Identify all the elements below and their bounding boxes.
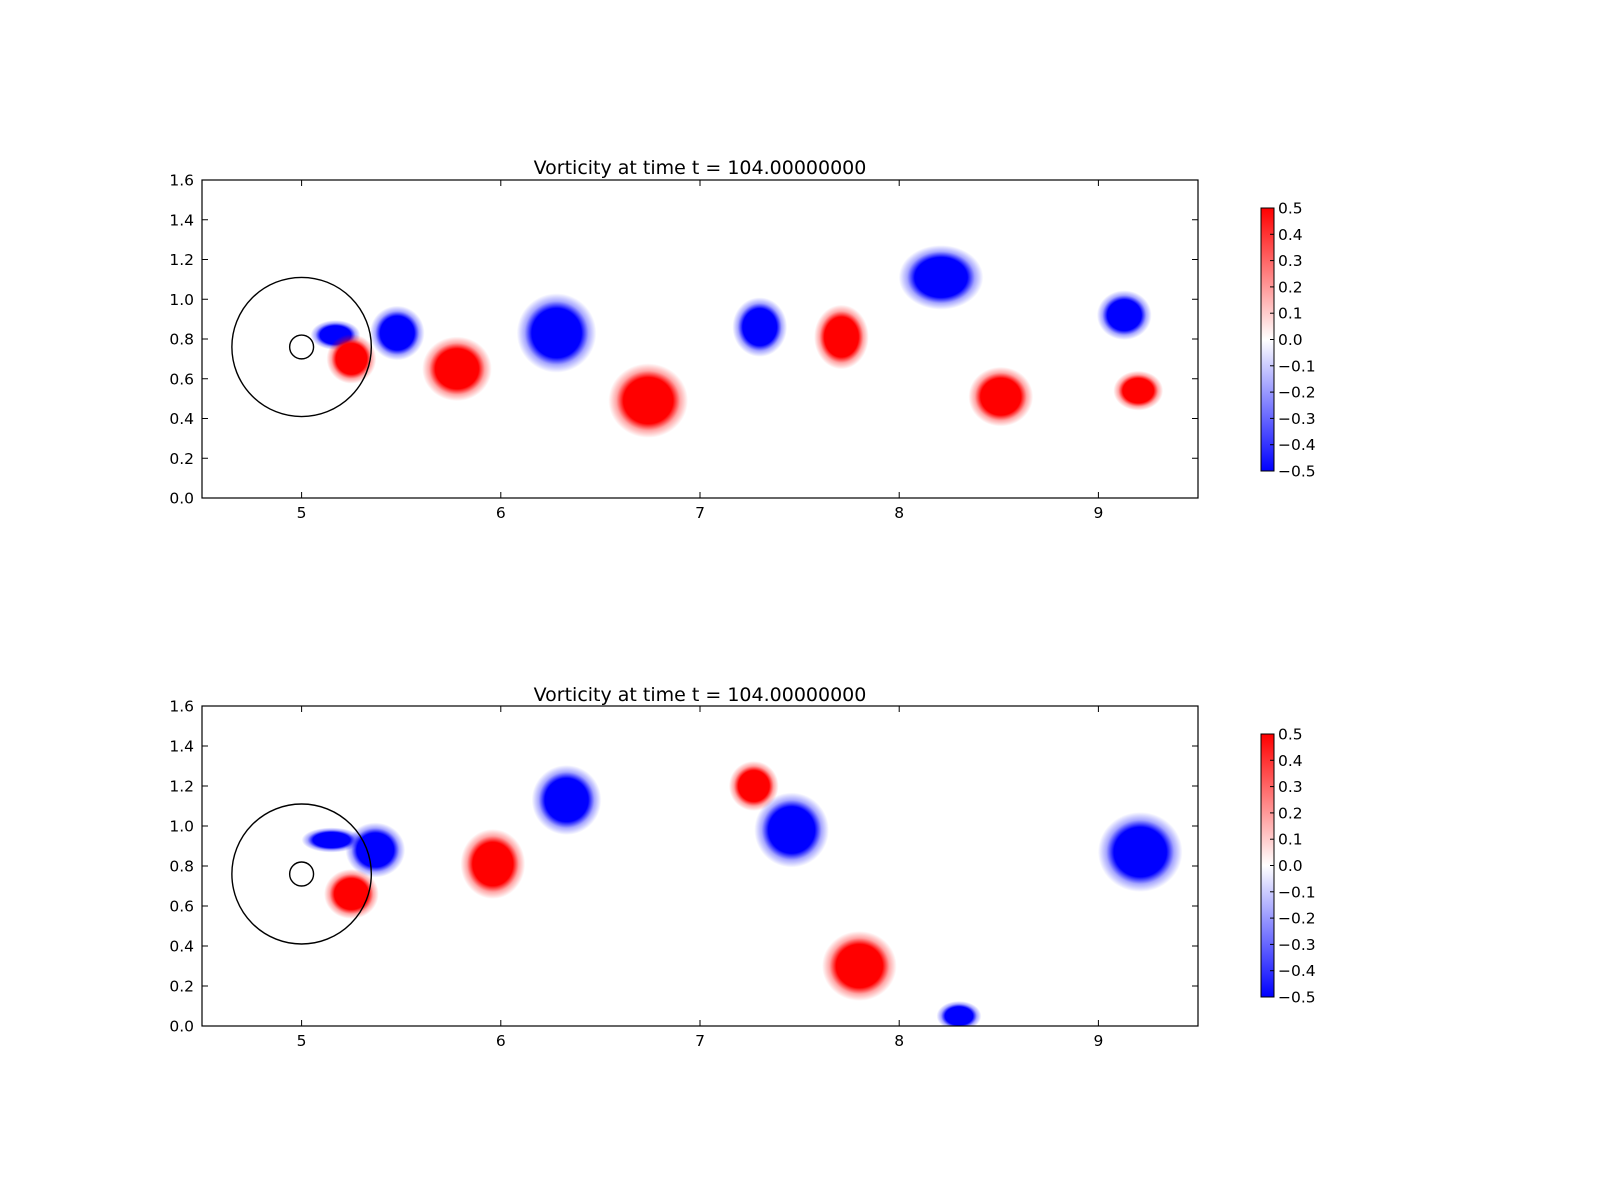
colorbar: −0.5 −0.4 −0.3 −0.2 −0.1 0.0 0.1 0.2 0.3 0.4 0.5 [1260,726,1316,1007]
y-tick-label: 0.2 [169,978,194,996]
colorbar-tick-label: −0.5 [1278,463,1316,481]
colorbar-tick-label: 0.2 [1278,804,1303,822]
colorbar-tick-label: −0.3 [1278,936,1316,954]
colorbar-tick-label: −0.2 [1278,384,1316,402]
y-tick-label: 1.4 [169,738,194,756]
y-tick-label: 0.8 [169,331,194,349]
vorticity-plot-bottom: Vorticity at time t = 104.00000000 5 6 7 8 9… [169,684,1315,1050]
vortex [728,761,779,811]
vortex [732,297,788,357]
colorbar-tick-label: −0.4 [1278,436,1316,454]
colorbar-tick-label: 0.5 [1278,200,1303,218]
vortex [369,305,425,361]
vorticity-plot-top: Vorticity at time t = 104.00000000 5 6 7 8 9… [169,157,1315,522]
y-tick-label: 0.6 [169,898,194,916]
plot-background [202,180,1198,498]
vortex [324,869,379,919]
y-tick-label: 0.0 [169,490,194,508]
plot-title: Vorticity at time t = 104.00000000 [534,157,867,179]
y-tick-label: 1.0 [169,818,194,836]
x-tick-label: 9 [1093,504,1103,522]
vortex [460,829,526,899]
colorbar: −0.5 −0.4 −0.3 −0.2 −0.1 0.0 0.1 0.2 0.3 0.4 0.5 [1260,200,1316,481]
plot-title: Vorticity at time t = 104.00000000 [534,684,867,706]
vortex [1096,290,1152,340]
y-tick-label: 1.4 [169,211,194,229]
y-tick-label: 0.8 [169,858,194,876]
y-tick-label: 1.2 [169,778,194,796]
y-tick-label: 0.0 [169,1018,194,1036]
colorbar-tick-label: 0.2 [1278,278,1303,296]
vortex [898,245,984,310]
plot-area: 5 6 7 8 9 0.0 0.2 0.4 0.6 0.8 1.0 1.2 1.4 1.6 [169,172,1199,522]
y-tick-label: 0.4 [169,938,194,956]
vortex [516,293,597,373]
vortex [1097,812,1183,892]
colorbar-tick-label: 0.4 [1278,226,1303,244]
colorbar-tick-label: −0.2 [1278,910,1316,928]
x-tick-label: 8 [894,1032,904,1050]
vortex [814,304,869,370]
y-tick-label: 0.4 [169,410,194,428]
y-tick-label: 1.6 [169,698,194,716]
plot-area: 5 6 7 8 9 0.0 0.2 0.4 0.6 0.8 1.0 1.2 1.4 1.6 [169,698,1199,1050]
boundary-circle [231,803,373,945]
vortex [1113,370,1164,411]
colorbar-tick-label: −0.5 [1278,989,1316,1007]
vortex [822,931,897,1001]
x-tick-label: 6 [496,504,506,522]
vortex [754,792,829,868]
colorbar-tick-label: 0.5 [1278,726,1303,744]
vortex [968,366,1034,427]
x-tick-label: 5 [297,1032,307,1050]
colorbar-tick-label: 0.1 [1278,305,1303,323]
vortex [608,363,689,438]
colorbar-tick-label: −0.1 [1278,357,1316,375]
x-tick-label: 5 [297,504,307,522]
colorbar-tick-label: 0.3 [1278,778,1303,796]
x-tick-label: 7 [695,504,705,522]
vortex [326,334,377,384]
boundary-circle [288,334,315,360]
y-tick-label: 1.2 [169,251,194,269]
colorbar-tick-label: 0.3 [1278,252,1303,270]
y-tick-label: 1.0 [169,291,194,309]
boundary-circle [231,276,373,418]
colorbar-tick-label: 0.0 [1278,857,1303,875]
colorbar-tick-label: −0.1 [1278,883,1316,901]
x-tick-label: 8 [894,504,904,522]
vortex [936,1001,982,1026]
x-tick-label: 9 [1093,1032,1103,1050]
y-tick-label: 0.6 [169,370,194,388]
y-tick-label: 0.2 [169,450,194,468]
colorbar-tick-label: 0.0 [1278,331,1303,349]
vorticity-field [301,761,1183,1026]
x-tick-label: 6 [496,1032,506,1050]
x-tick-label: 7 [695,1032,705,1050]
colorbar-tick-label: −0.4 [1278,962,1316,980]
vortex [531,765,602,835]
vorticity-field [310,245,1164,438]
boundary-circle [288,861,315,887]
colorbar-tick-label: −0.3 [1278,410,1316,428]
y-tick-label: 1.6 [169,172,194,190]
colorbar-tick-label: 0.1 [1278,831,1303,849]
colorbar-tick-label: 0.4 [1278,752,1303,770]
vortex [422,336,492,402]
